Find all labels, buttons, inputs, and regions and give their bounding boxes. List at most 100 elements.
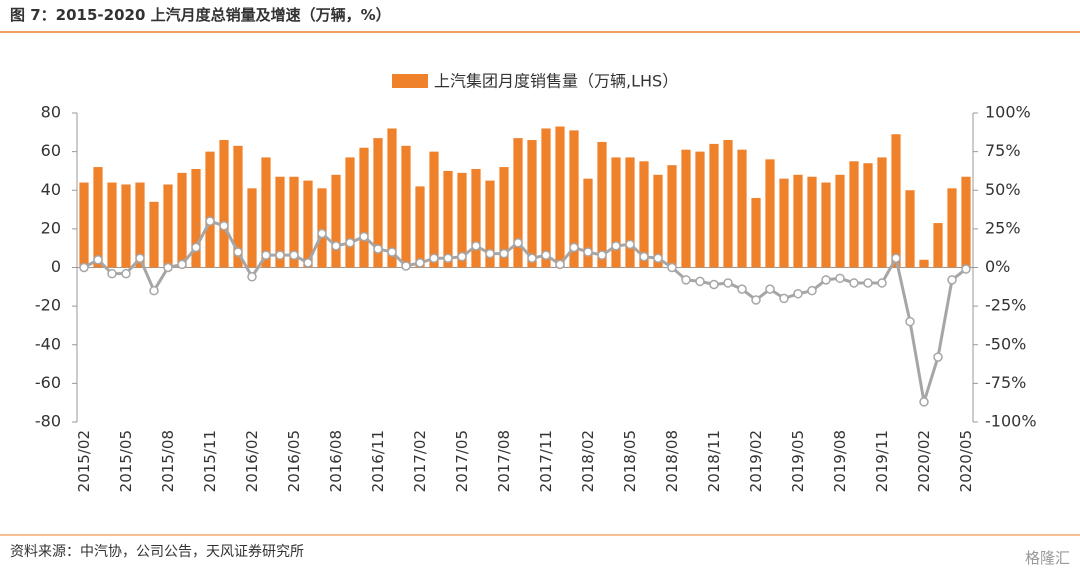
bar [555, 126, 565, 268]
bar [695, 151, 705, 268]
bar [793, 174, 803, 268]
x-tick-label: 2018/08 [663, 430, 681, 492]
x-tick-label: 2020/05 [957, 430, 975, 492]
x-tick-label: 2017/11 [537, 430, 555, 492]
y2-tick-label: -25% [985, 296, 1026, 315]
x-tick-label: 2016/02 [243, 430, 261, 492]
bar [457, 172, 467, 268]
x-tick-label: 2016/05 [285, 430, 303, 492]
bar [863, 163, 873, 268]
line-marker [919, 397, 929, 407]
x-tick-label: 2018/02 [579, 430, 597, 492]
bar [723, 140, 733, 268]
bar [639, 161, 649, 268]
x-tick-label: 2015/11 [201, 430, 219, 492]
line-marker [779, 293, 789, 304]
line-marker [107, 268, 117, 279]
line-marker [135, 253, 145, 263]
line-marker [485, 248, 495, 259]
x-tick-label: 2019/05 [789, 430, 807, 492]
line-marker [415, 258, 425, 268]
line-marker [569, 242, 579, 253]
x-tick-label: 2019/08 [831, 430, 849, 492]
bar [205, 151, 215, 268]
line-marker [849, 278, 859, 288]
bar [849, 161, 859, 268]
bar [429, 151, 439, 268]
bar [681, 149, 691, 268]
y2-tick-label: 100% [985, 103, 1031, 122]
line-marker [555, 259, 565, 270]
bar [289, 176, 299, 268]
bar [513, 138, 523, 268]
line-marker [723, 278, 733, 288]
bar [121, 184, 131, 268]
bar [107, 182, 117, 268]
x-tick-label: 2018/11 [705, 430, 723, 492]
bar [471, 169, 481, 268]
bar [625, 157, 635, 268]
x-tick-label: 2015/08 [159, 430, 177, 492]
bar [79, 182, 89, 268]
line-marker [275, 250, 285, 260]
line-marker [233, 247, 243, 257]
y2-tick-label: 75% [985, 141, 1021, 160]
bar [919, 259, 929, 268]
bar [611, 157, 621, 268]
chart-title: 图 7：2015-2020 上汽月度总销量及增速（万辆，%） [10, 6, 391, 24]
x-tick-label: 2017/08 [495, 430, 513, 492]
y2-tick-label: 50% [985, 180, 1021, 199]
line-marker [345, 238, 355, 248]
line-marker [541, 250, 551, 260]
x-tick-label: 2020/02 [915, 430, 933, 492]
line-marker [961, 264, 971, 274]
bar [821, 182, 831, 268]
bar [765, 159, 775, 268]
bar [667, 165, 677, 268]
line-marker [471, 241, 481, 251]
line-marker [947, 275, 957, 285]
bar [597, 141, 607, 268]
bar [933, 223, 943, 268]
line-marker [709, 279, 719, 290]
y2-tick-label: -100% [985, 412, 1037, 431]
bar [709, 143, 719, 268]
line-marker [331, 241, 341, 251]
line-marker [527, 253, 537, 263]
bar [541, 128, 551, 268]
bar [877, 157, 887, 268]
bar [653, 174, 663, 268]
line-marker [359, 231, 369, 242]
line-marker [79, 262, 89, 273]
bar [891, 134, 901, 268]
source-note: 资料来源：中汽协，公司公告，天风证券研究所 [10, 544, 304, 560]
bar [569, 130, 579, 268]
line-marker [317, 228, 327, 239]
line-marker [793, 289, 803, 299]
x-tick-label: 2017/05 [453, 430, 471, 492]
line-marker [205, 216, 215, 226]
x-tick-label: 2018/05 [621, 430, 639, 492]
y-tick-label: 20 [41, 218, 61, 237]
line-marker [499, 248, 509, 259]
line-marker [443, 253, 453, 263]
line-marker [121, 268, 131, 279]
bar [261, 157, 271, 268]
line-marker [247, 272, 257, 282]
line-marker [597, 250, 607, 260]
y2-tick-label: 0% [985, 257, 1010, 276]
y-tick-label: -80 [35, 412, 61, 431]
bar [317, 188, 327, 268]
line-marker [261, 250, 271, 260]
y-tick-label: 40 [41, 180, 61, 199]
x-tick-label: 2016/08 [327, 430, 345, 492]
line-marker [429, 253, 439, 263]
bar [149, 201, 159, 268]
bar [905, 190, 915, 268]
y2-tick-label: -75% [985, 373, 1026, 392]
y-tick-label: -60 [35, 373, 61, 392]
line-marker [821, 275, 831, 285]
x-tick-label: 2019/11 [873, 430, 891, 492]
line-marker [737, 284, 747, 294]
bar [485, 180, 495, 268]
